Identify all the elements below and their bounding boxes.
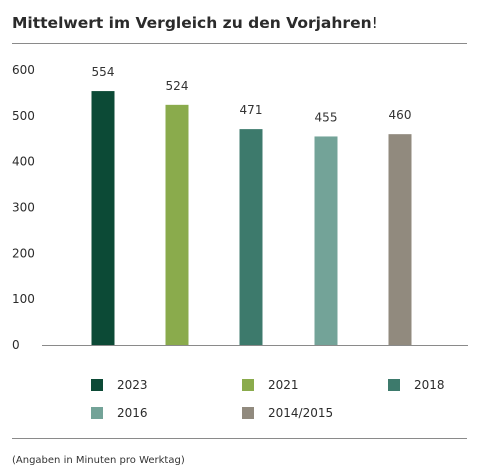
bar xyxy=(239,129,263,345)
footer-divider xyxy=(12,438,467,439)
y-tick-label: 0 xyxy=(12,338,20,352)
data-label: 460 xyxy=(389,108,412,122)
title-divider xyxy=(12,43,467,44)
bar xyxy=(314,136,338,345)
chart-title-text: Mittelwert im Vergleich zu den Vorjahren xyxy=(12,14,372,32)
chart-title-suffix: ! xyxy=(371,14,378,32)
y-tick-label: 100 xyxy=(12,292,35,306)
y-tick-label: 500 xyxy=(12,109,35,123)
y-tick-label: 200 xyxy=(12,246,35,260)
y-tick-label: 300 xyxy=(12,201,35,215)
footnote: (Angaben in Minuten pro Werktag) xyxy=(12,455,185,466)
data-label: 554 xyxy=(92,65,115,79)
data-label: 524 xyxy=(166,79,189,93)
bar xyxy=(91,91,115,345)
data-label: 471 xyxy=(240,103,263,117)
y-tick-label: 600 xyxy=(12,63,35,77)
bar xyxy=(388,134,412,345)
y-tick-label: 400 xyxy=(12,155,35,169)
bar xyxy=(165,104,189,345)
chart-title: Mittelwert im Vergleich zu den Vorjahren… xyxy=(12,14,378,32)
data-label: 455 xyxy=(315,110,338,124)
